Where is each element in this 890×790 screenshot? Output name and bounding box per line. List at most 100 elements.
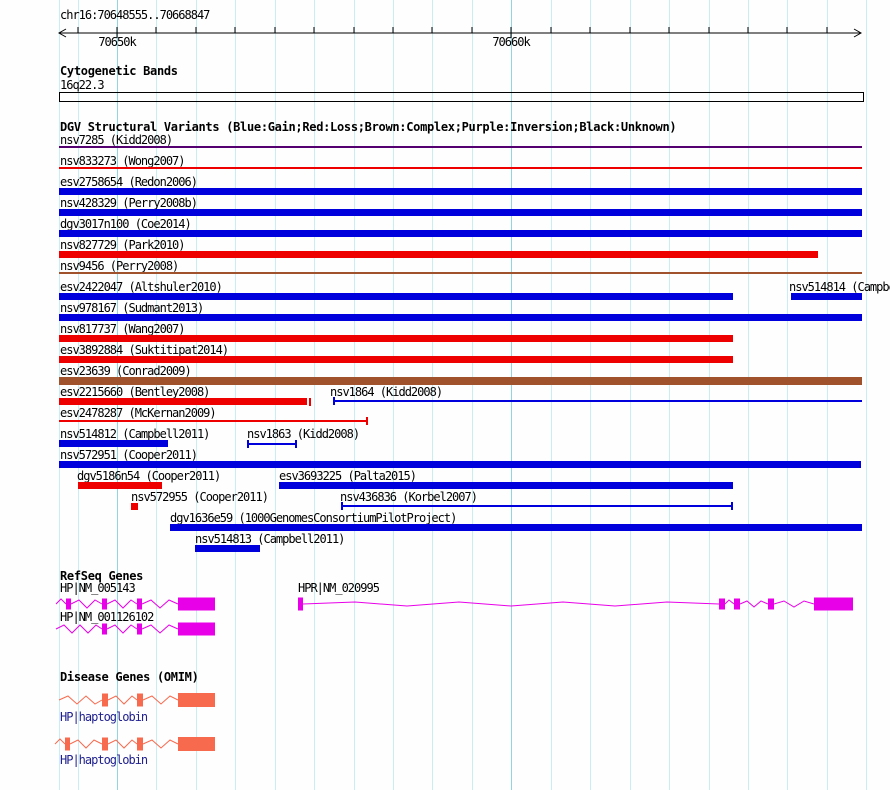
variant-label[interactable]: esv3693225 (Palta2015) bbox=[279, 469, 417, 483]
gene-label[interactable]: HP|NM_001126102 bbox=[60, 610, 154, 624]
variant-label[interactable]: nsv1863 (Kidd2008) bbox=[247, 427, 360, 441]
variant-label[interactable]: nsv833273 (Wong2007) bbox=[60, 154, 185, 168]
variant-bar[interactable] bbox=[59, 377, 862, 385]
gridline bbox=[630, 0, 631, 790]
cytoband-track-header: Cytogenetic Bands bbox=[60, 64, 178, 78]
variant-end-tick[interactable] bbox=[333, 397, 335, 405]
variant-bar[interactable] bbox=[59, 398, 307, 405]
variant-bar[interactable] bbox=[131, 503, 138, 510]
variant-label[interactable]: esv2758654 (Redon2006) bbox=[60, 175, 198, 189]
variant-label[interactable]: esv23639 (Conrad2009) bbox=[60, 364, 192, 378]
gene-exon bbox=[137, 623, 142, 635]
variant-bar[interactable] bbox=[59, 335, 733, 342]
variant-line[interactable] bbox=[334, 400, 862, 402]
variant-label[interactable]: nsv514812 (Campbell2011) bbox=[60, 427, 210, 441]
variant-line[interactable] bbox=[248, 443, 297, 445]
gene-exon bbox=[734, 598, 740, 610]
gene-intron bbox=[107, 695, 138, 705]
variant-bar[interactable] bbox=[59, 440, 168, 447]
omim-track-header: Disease Genes (OMIM) bbox=[60, 670, 199, 684]
gene-exon bbox=[814, 597, 853, 611]
variant-bar[interactable] bbox=[170, 524, 862, 531]
variant-line[interactable] bbox=[59, 167, 862, 169]
variant-label[interactable]: nsv428329 (Perry2008b) bbox=[60, 196, 198, 210]
variant-bar[interactable] bbox=[195, 545, 260, 552]
variant-label[interactable]: esv2422047 (Altshuler2010) bbox=[60, 280, 223, 294]
gridline bbox=[354, 0, 355, 790]
variant-bar[interactable] bbox=[279, 482, 733, 489]
variant-end-tick[interactable] bbox=[341, 502, 343, 510]
gene-exon bbox=[137, 693, 143, 707]
variant-label[interactable]: nsv572955 (Cooper2011) bbox=[131, 490, 269, 504]
gene-label[interactable]: HPR|NM_020995 bbox=[298, 581, 380, 595]
variant-label[interactable]: nsv1864 (Kidd2008) bbox=[330, 385, 443, 399]
variant-label[interactable]: nsv9456 (Perry2008) bbox=[60, 259, 179, 273]
gene-intron bbox=[70, 599, 103, 609]
gene-intron bbox=[54, 738, 66, 745]
gridline bbox=[275, 0, 276, 790]
cytoband-band[interactable] bbox=[59, 92, 864, 102]
variant-label[interactable]: nsv817737 (Wang2007) bbox=[60, 322, 185, 336]
variant-label[interactable]: dgv5186n54 (Cooper2011) bbox=[77, 469, 221, 483]
gridline bbox=[393, 0, 394, 790]
gene-model[interactable] bbox=[298, 597, 853, 611]
gene-label[interactable]: HP|haptoglobin bbox=[60, 710, 148, 724]
gene-intron bbox=[106, 624, 138, 634]
variant-label[interactable]: nsv514813 (Campbell2011) bbox=[195, 532, 345, 546]
variant-end-tick[interactable] bbox=[309, 397, 311, 406]
variant-end-tick[interactable] bbox=[295, 440, 297, 448]
variant-end-tick[interactable] bbox=[731, 502, 733, 510]
gene-label[interactable]: HP|NM_005143 bbox=[60, 581, 136, 595]
ruler-tick-label: 70660k bbox=[492, 35, 530, 49]
gene-exon bbox=[65, 737, 70, 751]
gridline bbox=[511, 0, 512, 790]
gene-model[interactable] bbox=[55, 597, 215, 611]
gene-exon bbox=[178, 693, 215, 707]
variant-label[interactable]: nsv827729 (Park2010) bbox=[60, 238, 185, 252]
variant-line[interactable] bbox=[59, 272, 862, 274]
variant-label[interactable]: dgv3017n100 (Coe2014) bbox=[60, 217, 192, 231]
gene-intron bbox=[739, 600, 769, 608]
variant-label[interactable]: esv2215660 (Bentley2008) bbox=[60, 385, 210, 399]
variant-line[interactable] bbox=[59, 146, 862, 148]
variant-label[interactable]: nsv514814 (Campbell2011) bbox=[789, 280, 890, 294]
variant-label[interactable]: nsv7285 (Kidd2008) bbox=[60, 133, 173, 147]
variant-line[interactable] bbox=[342, 505, 733, 507]
variant-bar[interactable] bbox=[791, 293, 862, 300]
variant-label[interactable]: esv2478287 (McKernan2009) bbox=[60, 406, 217, 420]
gene-intron bbox=[55, 624, 103, 634]
variant-label[interactable]: nsv978167 (Sudmant2013) bbox=[60, 301, 204, 315]
gene-model[interactable] bbox=[58, 693, 215, 707]
variant-end-tick[interactable] bbox=[247, 440, 249, 448]
variant-bar[interactable] bbox=[59, 251, 818, 258]
gene-exon bbox=[719, 598, 725, 610]
gridline bbox=[196, 0, 197, 790]
variant-bar[interactable] bbox=[78, 482, 162, 489]
gene-model[interactable] bbox=[54, 737, 215, 751]
variant-bar[interactable] bbox=[59, 314, 862, 321]
variant-bar[interactable] bbox=[59, 230, 862, 237]
gridline bbox=[827, 0, 828, 790]
variant-end-tick[interactable] bbox=[366, 417, 368, 425]
variant-bar[interactable] bbox=[59, 356, 733, 363]
gene-intron bbox=[141, 624, 179, 634]
gene-exon bbox=[298, 597, 303, 611]
gridline bbox=[748, 0, 749, 790]
gridline bbox=[235, 0, 236, 790]
variant-label[interactable]: dgv1636e59 (1000GenomesConsortiumPilotPr… bbox=[170, 511, 457, 525]
variant-label[interactable]: esv3892884 (Suktitipat2014) bbox=[60, 343, 229, 357]
variant-line[interactable] bbox=[59, 420, 368, 422]
variant-bar[interactable] bbox=[59, 209, 862, 216]
variant-bar[interactable] bbox=[59, 293, 733, 300]
gene-label[interactable]: HP|haptoglobin bbox=[60, 753, 148, 767]
gene-exon bbox=[178, 622, 215, 636]
gene-model[interactable] bbox=[55, 622, 215, 636]
refseq-track-header: RefSeq Genes bbox=[60, 569, 144, 583]
variant-label[interactable]: nsv436836 (Korbel2007) bbox=[340, 490, 478, 504]
gridline bbox=[78, 0, 79, 790]
variant-bar[interactable] bbox=[59, 188, 862, 195]
variant-bar[interactable] bbox=[59, 461, 861, 468]
variant-label[interactable]: nsv572951 (Cooper2011) bbox=[60, 448, 198, 462]
